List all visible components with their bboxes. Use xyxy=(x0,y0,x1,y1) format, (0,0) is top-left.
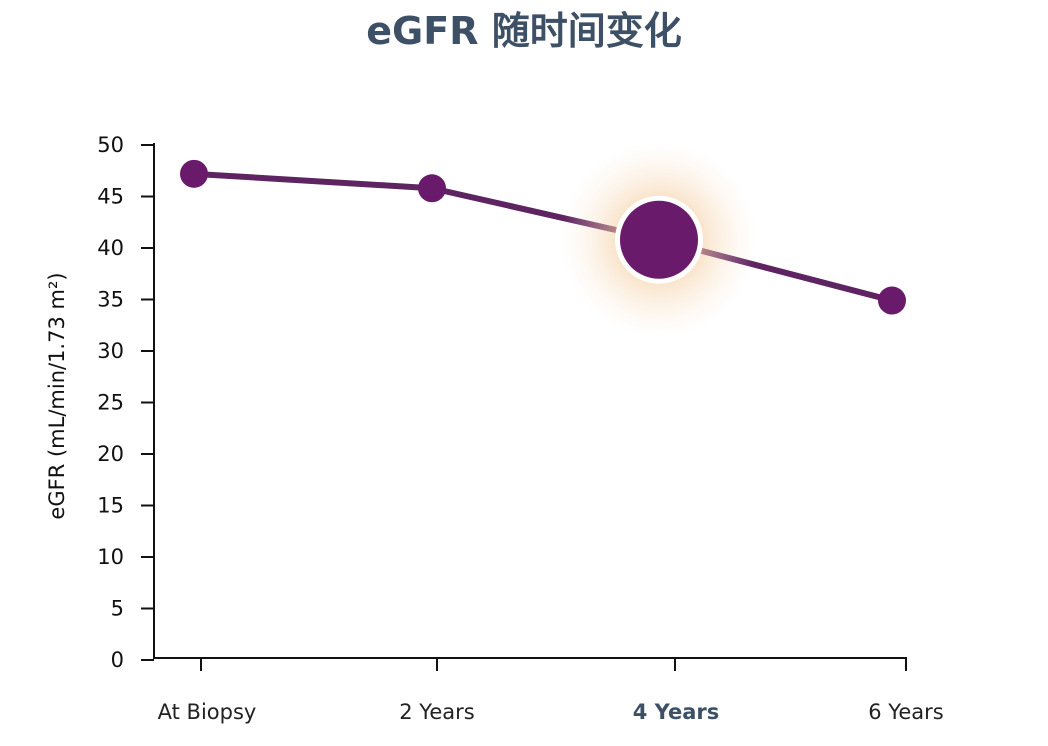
y-tick-label: 10 xyxy=(97,545,124,569)
y-axis-label: eGFR (mL/min/1.73 m²) xyxy=(45,272,69,519)
y-tick-label: 25 xyxy=(97,391,124,415)
data-point[interactable] xyxy=(418,174,446,203)
series-line xyxy=(193,170,893,304)
y-tick-label: 50 xyxy=(97,133,124,157)
y-tick-label: 0 xyxy=(111,648,124,672)
y-ticks: 0 5 10 15 20 25 30 35 40 45 50 xyxy=(97,133,154,672)
series-egfr xyxy=(180,141,906,338)
x-tick-label: 6 Years xyxy=(868,700,943,724)
x-tick-label: 4 Years xyxy=(633,700,719,724)
y-tick-label: 20 xyxy=(97,442,124,466)
x-tick-label: At Biopsy xyxy=(158,700,257,724)
y-tick-label: 15 xyxy=(97,494,124,518)
data-point[interactable] xyxy=(878,286,906,315)
y-tick-label: 45 xyxy=(97,185,124,209)
chart-title: eGFR 随时间变化 xyxy=(366,9,681,53)
x-ticks: At Biopsy 2 Years 4 Years 6 Years xyxy=(158,658,944,724)
x-tick-label: 2 Years xyxy=(399,700,474,724)
data-point-highlighted[interactable] xyxy=(620,200,698,279)
y-tick-label: 5 xyxy=(111,597,124,621)
data-point[interactable] xyxy=(180,159,208,188)
y-tick-label: 35 xyxy=(97,288,124,312)
y-tick-label: 40 xyxy=(97,236,124,260)
y-tick-label: 30 xyxy=(97,339,124,363)
